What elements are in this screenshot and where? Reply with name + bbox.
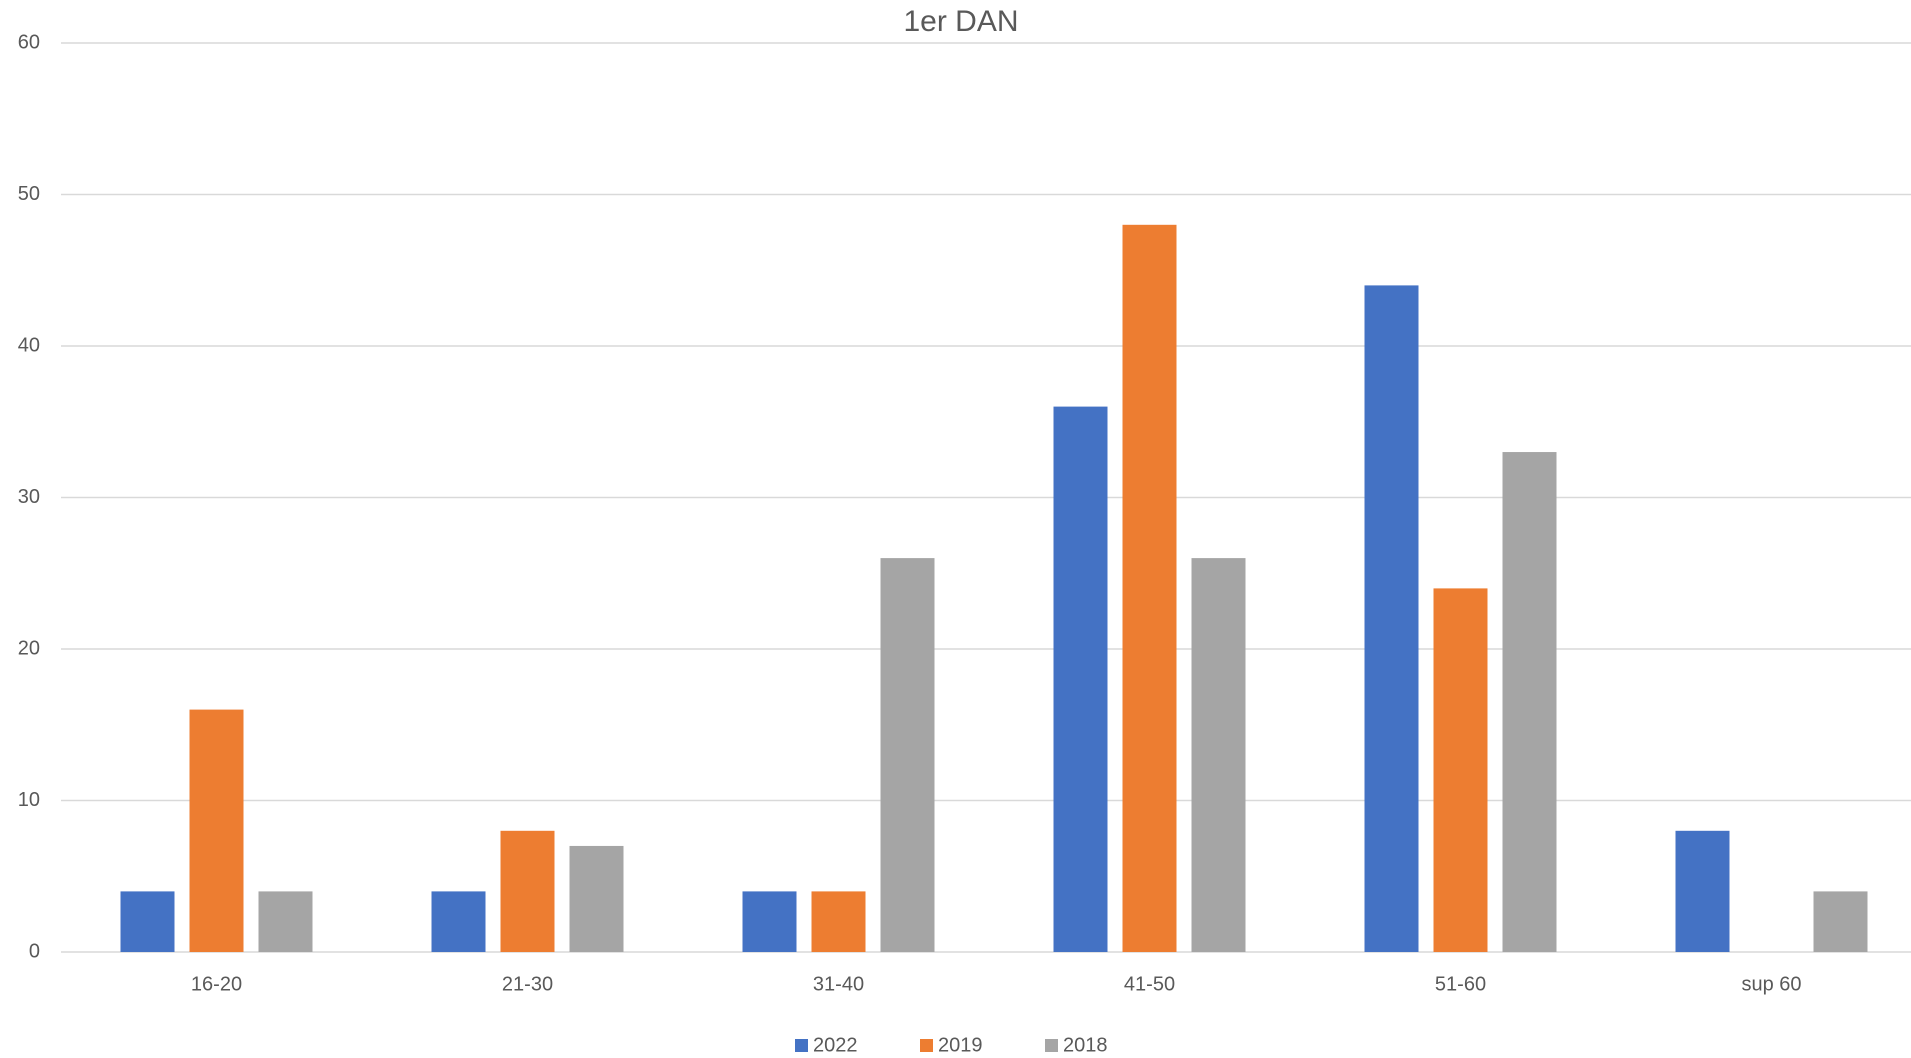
x-tick-label: sup 60 [1741, 973, 1801, 995]
y-tick-label: 10 [18, 789, 40, 811]
y-tick-label: 0 [29, 940, 40, 962]
legend-label: 2022 [813, 1034, 858, 1056]
bar [811, 891, 866, 952]
bar [1191, 558, 1246, 952]
bar [1122, 224, 1177, 953]
bar [1364, 285, 1419, 952]
x-tick-label: 21-30 [502, 973, 553, 995]
y-tick-label: 50 [18, 183, 40, 205]
bar [742, 891, 797, 952]
y-tick-label: 30 [18, 486, 40, 508]
legend-swatch [920, 1039, 933, 1052]
bar [1433, 588, 1488, 952]
bar [569, 845, 624, 952]
chart-title: 1er DAN [903, 5, 1018, 38]
bar [189, 709, 244, 952]
x-tick-label: 41-50 [1124, 973, 1175, 995]
bar [431, 891, 486, 952]
y-tick-label: 20 [18, 637, 40, 659]
bar [500, 830, 555, 952]
x-tick-label: 31-40 [813, 973, 864, 995]
bar [1675, 830, 1730, 952]
y-tick-label: 60 [18, 31, 40, 53]
y-tick-label: 40 [18, 334, 40, 356]
x-tick-label: 16-20 [191, 973, 242, 995]
bar [1502, 452, 1557, 952]
bar [1053, 406, 1108, 953]
legend-swatch [1045, 1039, 1058, 1052]
bar [258, 891, 313, 952]
bar [1813, 891, 1868, 952]
x-tick-label: 51-60 [1435, 973, 1486, 995]
bar [120, 891, 175, 952]
legend-label: 2019 [938, 1034, 983, 1056]
legend-label: 2018 [1063, 1034, 1108, 1056]
legend-swatch [795, 1039, 808, 1052]
bar [880, 558, 935, 952]
